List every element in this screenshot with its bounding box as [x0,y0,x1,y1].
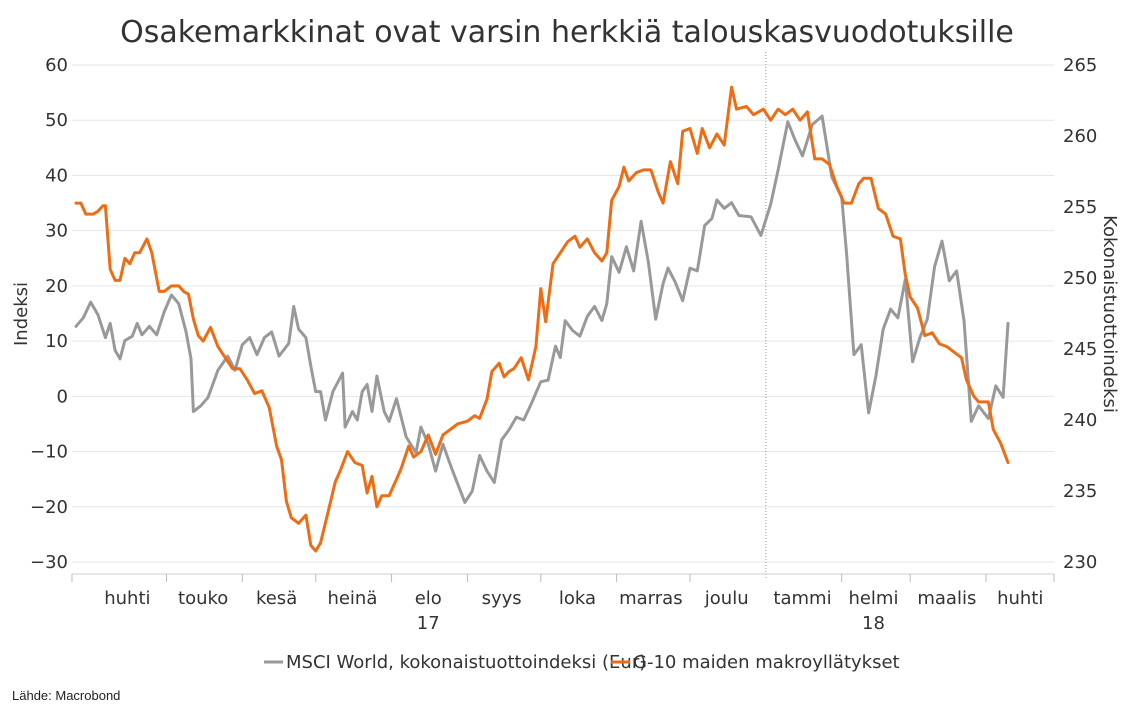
month-label: loka [559,588,596,609]
legend-label-g10: G-10 maiden makroyllätykset [633,652,900,673]
right-tick-label: 255 [1063,197,1097,218]
source-note: Lähde: Macrobond [12,688,120,703]
legend: MSCI World, kokonaistuottoindeksi (Eur) … [264,652,900,673]
right-tick-label: 230 [1063,552,1097,573]
month-label: touko [178,588,228,609]
left-axis-ticks: 60 50 40 30 20 10 0 −10 −20 −30 [30,55,68,573]
year-label: 17 [417,613,440,634]
left-tick-label: −10 [30,442,68,463]
gridlines [72,64,1054,563]
left-tick-label: 50 [45,110,68,131]
month-separators [71,574,1055,582]
right-tick-label: 240 [1063,410,1097,431]
legend-label-msci: MSCI World, kokonaistuottoindeksi (Eur) [286,652,646,673]
right-axis-ticks: 265 260 255 250 245 240 235 230 [1063,55,1097,573]
right-tick-label: 245 [1063,339,1097,360]
month-labels: huhti touko kesä heinä elo syys loka marras joul… [104,588,1043,609]
series-line-g10-macro-surprises [74,85,1010,553]
left-tick-label: 10 [45,331,68,352]
chart-title: Osakemarkkinat ovat varsin herkkiä talou… [120,15,1014,50]
month-label: maalis [917,588,976,609]
left-tick-label: −30 [30,552,68,573]
year-labels: 17 18 [417,613,885,634]
right-tick-label: 260 [1063,126,1097,147]
month-label: syys [482,588,522,609]
left-tick-label: 0 [57,386,68,407]
month-label: huhti [997,588,1043,609]
y-axis-label-right: Kokonaistuottoindeksi [1099,215,1120,413]
series-line-msci-world [74,114,1010,504]
month-label: marras [619,588,682,609]
month-label: kesä [256,588,297,609]
left-tick-label: 60 [45,55,68,76]
month-label: helmi [848,588,898,609]
left-tick-label: 30 [45,221,68,242]
left-tick-label: −20 [30,497,68,518]
month-label: elo [415,588,442,609]
month-label: joulu [704,588,749,609]
left-tick-label: 20 [45,276,68,297]
right-tick-label: 265 [1063,55,1097,76]
left-tick-label: 40 [45,165,68,186]
series-lines [74,85,1010,553]
y-axis-label-left: Indeksi [11,282,32,346]
month-label: tammi [773,588,831,609]
year-label: 18 [862,613,885,634]
month-label: huhti [104,588,150,609]
right-tick-label: 250 [1063,268,1097,289]
right-tick-label: 235 [1063,481,1097,502]
month-label: heinä [327,588,377,609]
